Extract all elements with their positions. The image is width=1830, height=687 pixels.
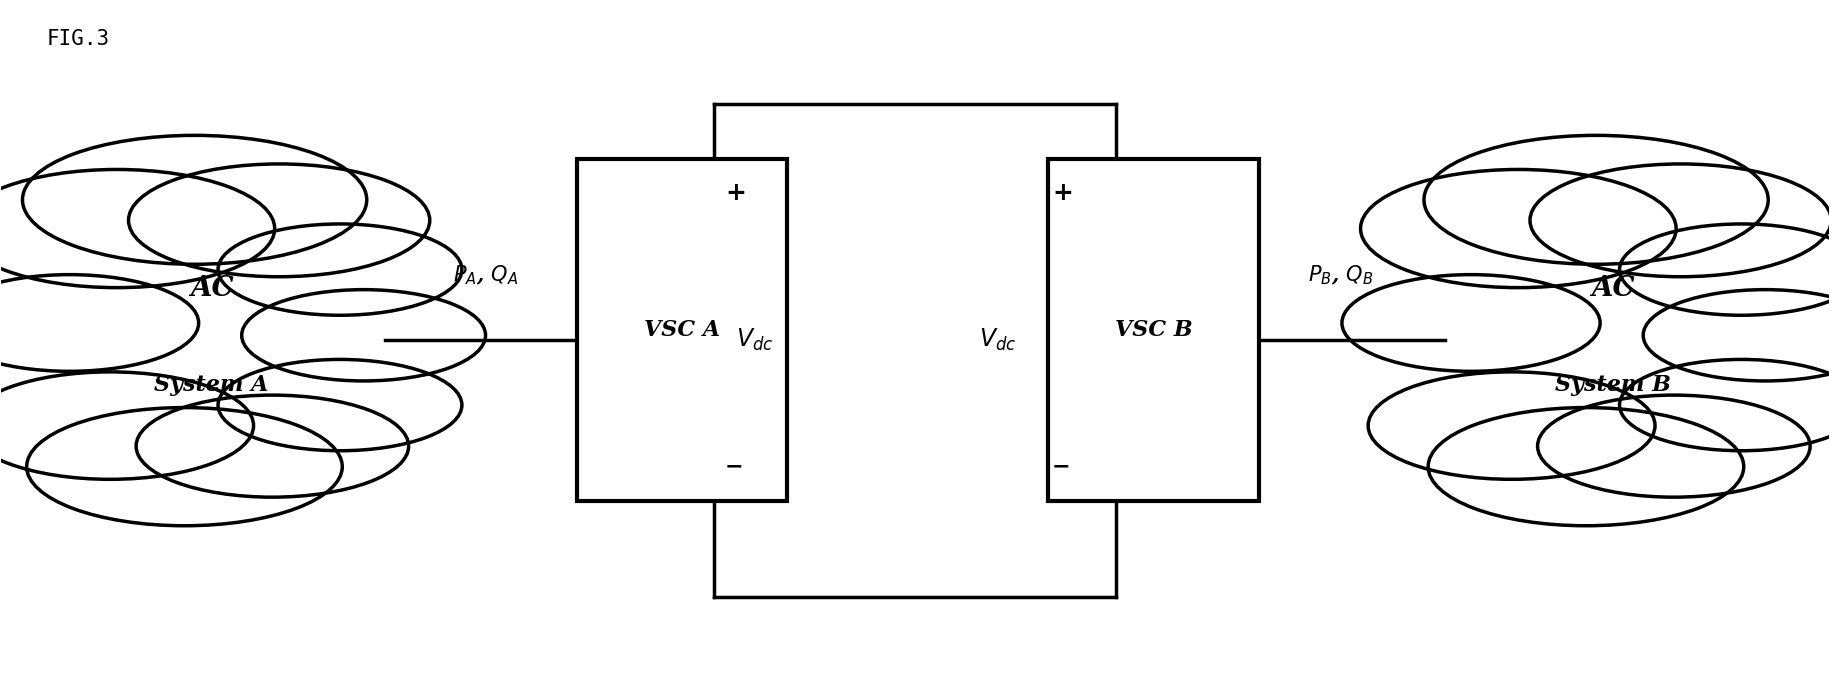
Text: VSC B: VSC B (1114, 319, 1193, 341)
Circle shape (1369, 372, 1654, 480)
Text: FIG.3: FIG.3 (48, 29, 110, 49)
Circle shape (128, 164, 430, 277)
Circle shape (1341, 275, 1599, 371)
Circle shape (22, 135, 366, 264)
Text: AC: AC (190, 275, 234, 302)
Circle shape (1530, 164, 1830, 277)
Circle shape (0, 372, 254, 480)
Text: −: − (725, 457, 743, 477)
Text: $V_{dc}$: $V_{dc}$ (736, 327, 774, 353)
Text: VSC A: VSC A (644, 319, 719, 341)
Circle shape (1620, 359, 1830, 451)
Circle shape (1360, 170, 1676, 288)
Text: $P_A$, $Q_A$: $P_A$, $Q_A$ (454, 263, 518, 286)
Text: −: − (1052, 457, 1071, 477)
Circle shape (1424, 135, 1768, 264)
Bar (1049, 159, 1259, 501)
Text: +: + (725, 181, 747, 205)
Circle shape (135, 395, 408, 497)
Circle shape (0, 275, 199, 371)
Circle shape (27, 407, 342, 526)
Text: +: + (1052, 181, 1072, 205)
Circle shape (1537, 395, 1810, 497)
Circle shape (1620, 224, 1830, 315)
Text: AC: AC (1592, 275, 1634, 302)
Circle shape (0, 170, 274, 288)
Text: $V_{dc}$: $V_{dc}$ (979, 327, 1016, 353)
Text: System A: System A (154, 374, 269, 396)
Circle shape (218, 224, 461, 315)
Circle shape (1643, 290, 1830, 381)
Bar (576, 159, 787, 501)
Circle shape (242, 290, 485, 381)
Circle shape (218, 359, 461, 451)
Text: $P_B$, $Q_B$: $P_B$, $Q_B$ (1308, 263, 1372, 286)
Text: System B: System B (1556, 374, 1671, 396)
Circle shape (1427, 407, 1744, 526)
